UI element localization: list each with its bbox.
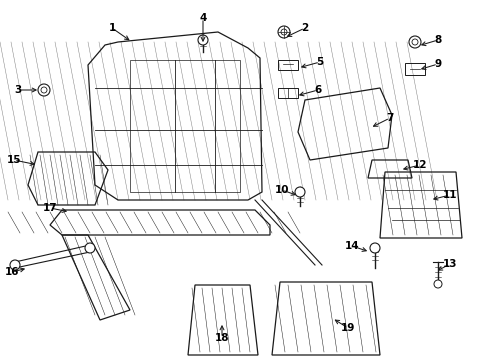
Bar	[405, 63, 425, 75]
Text: 17: 17	[43, 203, 57, 213]
Circle shape	[10, 260, 20, 270]
Circle shape	[370, 243, 380, 253]
Text: 15: 15	[7, 155, 21, 165]
Text: 4: 4	[199, 13, 207, 23]
Circle shape	[278, 26, 290, 38]
Text: 16: 16	[5, 267, 19, 277]
Text: 10: 10	[275, 185, 289, 195]
Text: 5: 5	[317, 57, 323, 67]
Text: 6: 6	[315, 85, 321, 95]
Circle shape	[409, 36, 421, 48]
Text: 9: 9	[435, 59, 441, 69]
Text: 3: 3	[14, 85, 22, 95]
Text: 19: 19	[341, 323, 355, 333]
Text: 18: 18	[215, 333, 229, 343]
Text: 12: 12	[413, 160, 427, 170]
Text: 14: 14	[344, 241, 359, 251]
Text: 7: 7	[386, 113, 393, 123]
Text: 1: 1	[108, 23, 116, 33]
Circle shape	[85, 243, 95, 253]
Text: 13: 13	[443, 259, 457, 269]
Text: 11: 11	[443, 190, 457, 200]
Circle shape	[198, 35, 208, 45]
Bar	[278, 60, 298, 70]
Circle shape	[434, 280, 442, 288]
Circle shape	[38, 84, 50, 96]
Circle shape	[295, 187, 305, 197]
Text: 2: 2	[301, 23, 309, 33]
Text: 8: 8	[434, 35, 441, 45]
Bar	[278, 88, 298, 98]
